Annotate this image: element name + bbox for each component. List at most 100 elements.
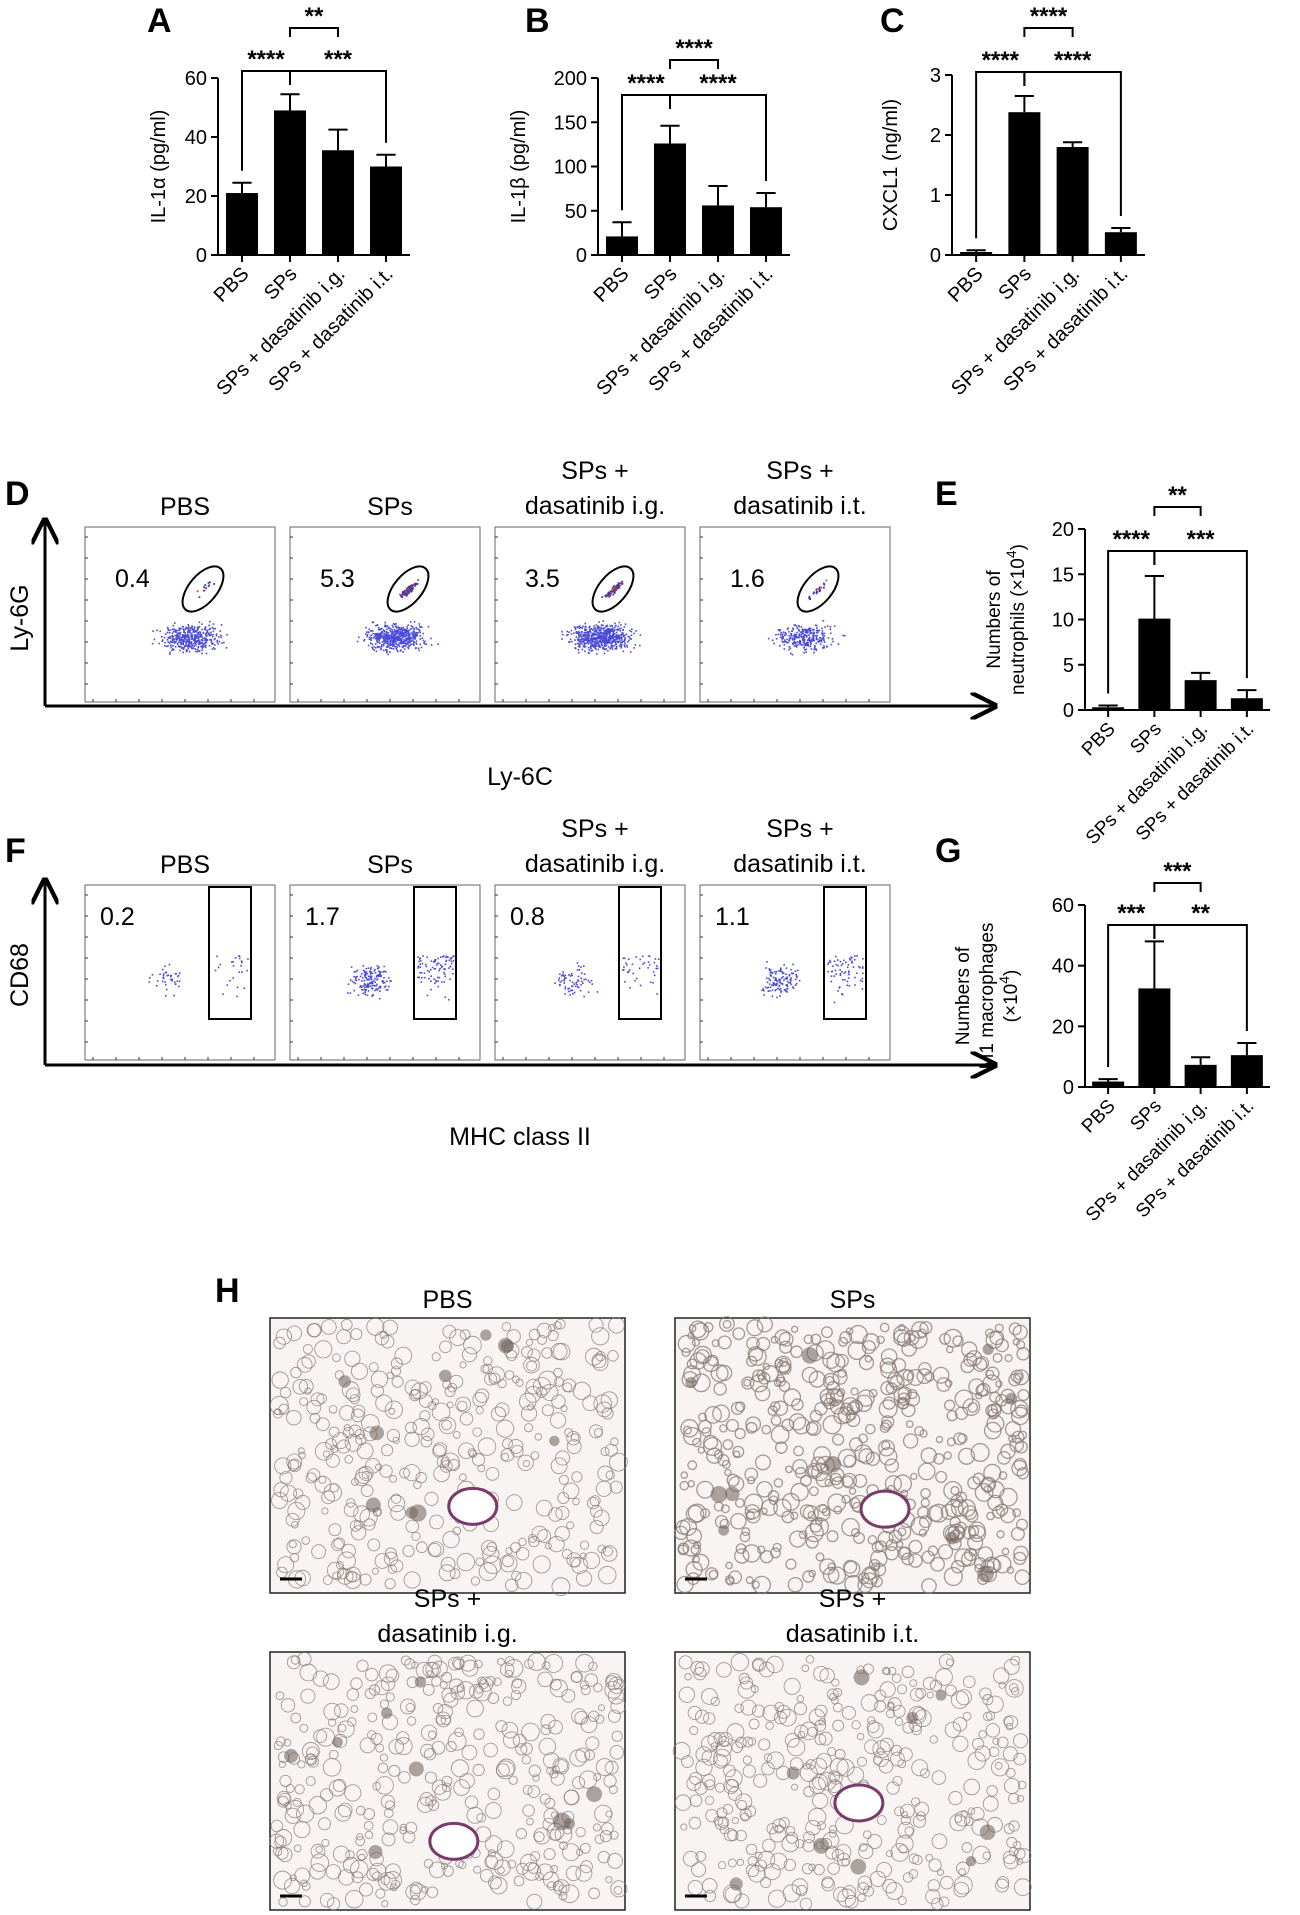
flow-dot: [194, 639, 196, 642]
alveolus: [403, 1571, 421, 1589]
alveolus: [826, 1380, 841, 1395]
flow-dot: [611, 629, 614, 631]
alveolus: [672, 1742, 691, 1760]
alveolus: [346, 1688, 360, 1701]
flow-dot: [586, 638, 588, 640]
alveolus: [914, 1801, 930, 1817]
flow-dot: [179, 636, 181, 638]
alveolus: [1013, 1545, 1029, 1562]
alveolus: [341, 1543, 356, 1559]
flow-dot: [417, 965, 420, 968]
flow-dot: [177, 632, 180, 634]
alveolus: [474, 1388, 490, 1403]
flow-dot: [586, 632, 589, 634]
alveolus: [379, 1753, 389, 1762]
alveolus: [339, 1405, 355, 1421]
alveolus: [610, 1880, 628, 1898]
flow-dot: [440, 966, 443, 969]
flow-dot: [818, 589, 821, 592]
flow-dot: [761, 989, 763, 992]
flow-dot: [362, 992, 365, 995]
flow-dot: [415, 632, 417, 635]
flow-dot: [383, 639, 385, 642]
flow-dot: [634, 643, 637, 646]
flow-dot: [406, 592, 409, 595]
flow-dot: [766, 987, 768, 989]
alveolus: [766, 1822, 778, 1835]
alveolus: [272, 1846, 283, 1857]
alveolus: [793, 1702, 808, 1716]
flow-dot: [392, 626, 395, 628]
flow-dot: [598, 629, 600, 632]
tissue-spot: [439, 1369, 452, 1383]
alveolus: [727, 1786, 743, 1801]
flow-dot: [847, 964, 850, 966]
alveolus: [827, 1493, 847, 1513]
flow-dot: [174, 973, 177, 975]
flow-dot: [566, 634, 568, 637]
flow-dot: [805, 648, 808, 651]
flow-dot: [597, 641, 600, 644]
alveolus: [482, 1363, 494, 1375]
flow-dot: [404, 593, 407, 596]
flow-dot: [597, 635, 600, 638]
alveolus: [456, 1684, 465, 1693]
flow-dot: [788, 648, 790, 651]
alveolus: [954, 1815, 962, 1823]
alveolus: [742, 1755, 753, 1765]
flow-dot: [620, 633, 622, 636]
flow-dot: [156, 980, 159, 982]
flow-dot: [202, 640, 204, 642]
flow-dot: [212, 630, 215, 633]
flow-dot: [797, 628, 800, 631]
alveolus: [1017, 1430, 1028, 1440]
flow-dot: [598, 645, 600, 648]
flow-dot: [399, 634, 402, 636]
flow-dot: [417, 631, 420, 634]
flow-dot: [793, 636, 796, 639]
flow-dot: [399, 632, 402, 635]
flow-dot: [782, 631, 785, 633]
tissue-spot: [408, 1761, 424, 1777]
flow-dot: [610, 629, 612, 631]
alveolus: [873, 1751, 890, 1767]
alveolus: [487, 1849, 497, 1858]
flow-dot: [193, 626, 196, 628]
flow-dot: [601, 636, 603, 639]
alveolus: [466, 1806, 484, 1824]
flow-dot: [172, 638, 174, 640]
alveolus: [506, 1329, 521, 1344]
flow-dot: [370, 630, 372, 632]
flow-dot: [380, 633, 383, 636]
flow-dot: [794, 624, 797, 626]
alveolus: [350, 1362, 369, 1380]
alveolus: [833, 1407, 851, 1425]
flow-dot: [648, 955, 650, 957]
alveolus: [379, 1330, 388, 1339]
alveolus: [779, 1340, 793, 1354]
flow-dot: [611, 641, 614, 644]
flow-dot: [378, 635, 380, 637]
alveolus: [608, 1785, 618, 1795]
alveolus: [985, 1711, 996, 1721]
flow-dot: [366, 631, 368, 633]
flow-dot: [374, 637, 377, 640]
alveolus: [446, 1401, 454, 1409]
flow-dot: [159, 630, 161, 633]
flow-dot: [370, 972, 373, 974]
alveolus: [778, 1361, 792, 1375]
flow-dot: [561, 979, 563, 982]
alveolus: [882, 1878, 897, 1894]
flow-dot: [577, 980, 580, 982]
alveolus: [505, 1578, 519, 1592]
alveolus: [961, 1842, 973, 1853]
flow-dot: [595, 633, 598, 636]
flow-dot: [815, 648, 818, 651]
flow-dot: [576, 638, 579, 640]
flow-dot: [441, 965, 444, 968]
alveolus: [774, 1329, 791, 1346]
flow-dot: [198, 635, 200, 638]
alveolus: [454, 1727, 464, 1738]
flow-dot: [808, 597, 811, 600]
significance-bracket: [289, 70, 387, 143]
